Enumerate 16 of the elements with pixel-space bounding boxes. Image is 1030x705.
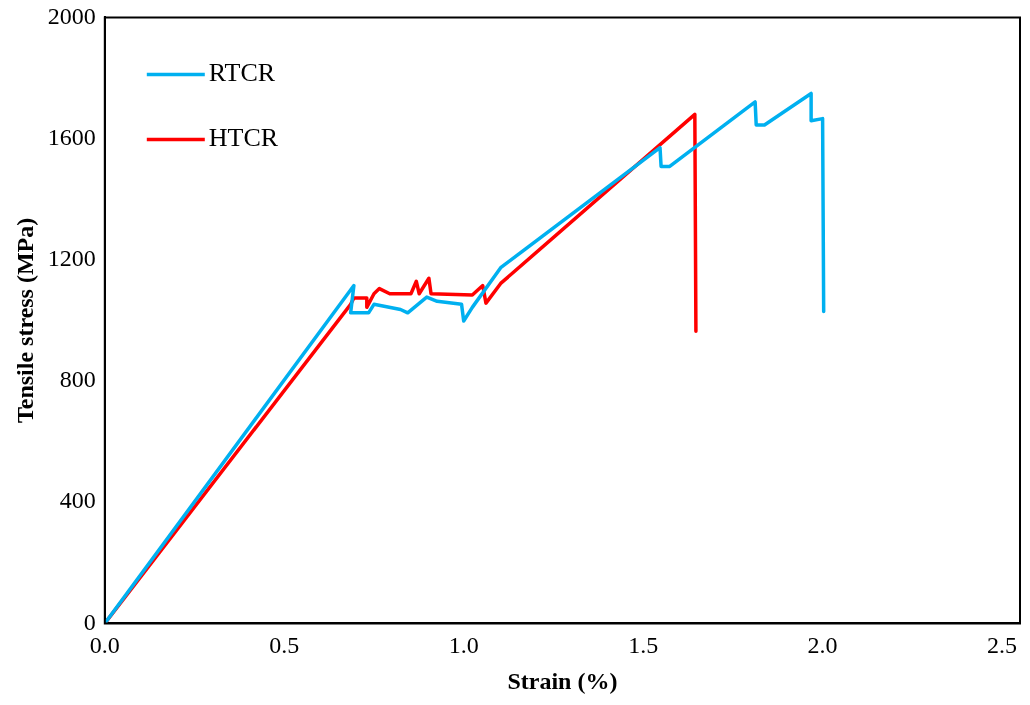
y-tick-label: 0	[83, 608, 96, 635]
y-tick-label: 800	[59, 366, 96, 393]
legend-label: HTCR	[208, 123, 279, 153]
x-tick-label: 1.0	[448, 632, 479, 659]
y-tick-label: 1200	[47, 245, 96, 272]
y-axis-title: Tensile stress (MPa)	[11, 217, 38, 424]
legend-label: RTCR	[208, 58, 276, 88]
x-tick-label: 0.0	[89, 632, 120, 659]
y-tick-label: 2000	[47, 2, 96, 29]
x-tick-label: 2.5	[987, 632, 1018, 659]
x-axis-title: Strain (%)	[507, 667, 618, 694]
y-tick-label: 1600	[47, 123, 96, 150]
x-tick-label: 1.5	[628, 632, 659, 659]
x-tick-label: 2.0	[807, 632, 838, 659]
x-tick-label: 0.5	[269, 632, 300, 659]
y-tick-label: 400	[59, 487, 96, 514]
